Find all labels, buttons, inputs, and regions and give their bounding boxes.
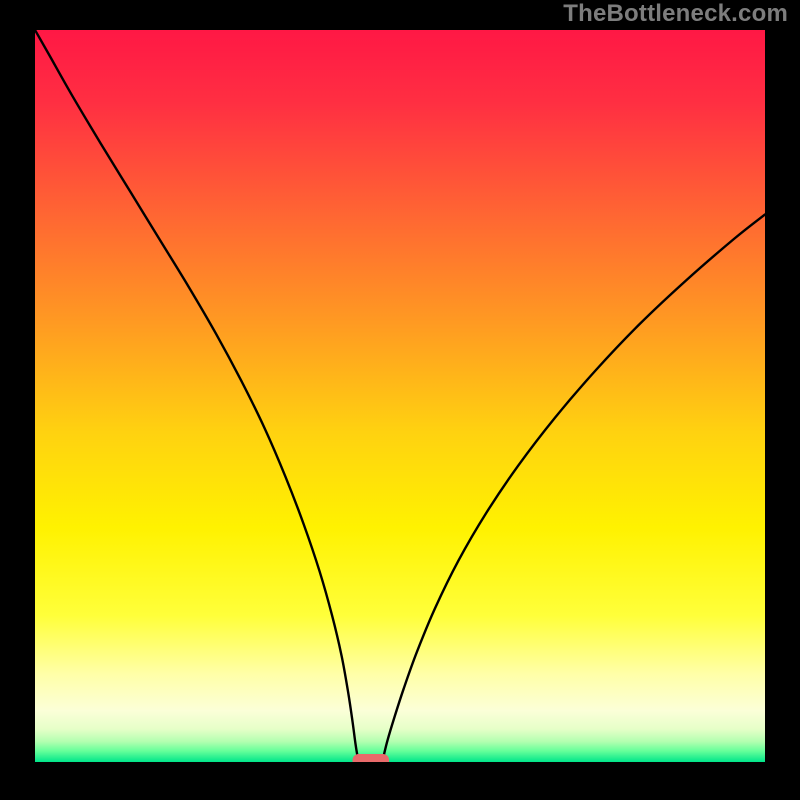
chart-stage: TheBottleneck.com — [0, 0, 800, 800]
chart-svg — [35, 30, 765, 762]
watermark-text: TheBottleneck.com — [563, 0, 788, 28]
gradient-background — [35, 30, 765, 762]
trough-marker — [353, 754, 390, 762]
